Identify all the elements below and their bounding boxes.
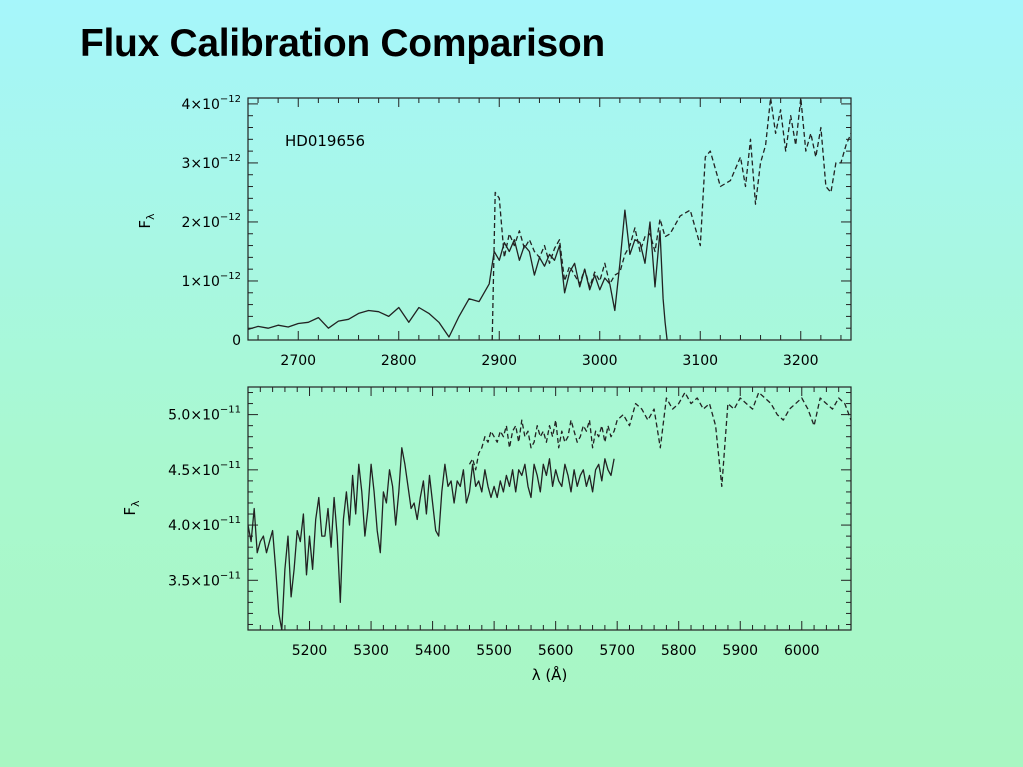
y-tick-label: 0: [232, 333, 241, 349]
dashed-spectrum-line: [491, 98, 851, 340]
x-tick-label: 5300: [353, 643, 389, 659]
y-axis-title: Fλ: [136, 213, 157, 229]
x-tick-label: 5600: [538, 643, 574, 659]
dashed-spectrum-line: [468, 391, 851, 488]
y-axis-title: Fλ: [121, 500, 142, 516]
x-tick-label: 5500: [476, 643, 512, 659]
x-tick-label: 2800: [381, 353, 417, 369]
star-name-label: HD019656: [285, 132, 365, 150]
y-tick-label: 1×10−12: [181, 271, 241, 290]
y-tick-label: 4×10−12: [181, 94, 241, 113]
x-tick-label: 3000: [582, 353, 618, 369]
y-tick-label: 2×10−12: [181, 212, 241, 231]
x-tick-label: 3200: [783, 353, 819, 369]
plot-frame: [247, 97, 852, 341]
x-tick-label: 5900: [722, 643, 758, 659]
x-tick-label: 2700: [280, 353, 316, 369]
plot-frame: [247, 386, 852, 631]
x-tick-label: 3100: [682, 353, 718, 369]
y-tick-label: 4.5×10−11: [168, 460, 241, 479]
x-tick-label: 5400: [415, 643, 451, 659]
x-tick-label: 5200: [292, 643, 328, 659]
uv-flux-panel: 2700 2800 2900 3000 3100 3200 0 1×10−12 2×10−12 3…: [136, 94, 852, 369]
slide-title: Flux Calibration Comparison: [80, 22, 605, 65]
solid-spectrum-line: [248, 209, 668, 340]
y-tick-label: 3×10−12: [181, 153, 241, 172]
x-axis-title: λ (Å): [532, 665, 568, 684]
x-tick-label: 5700: [599, 643, 635, 659]
y-tick-label: 5.0×10−11: [168, 405, 241, 424]
x-tick-label: 6000: [784, 643, 820, 659]
y-tick-label: 4.0×10−11: [168, 515, 241, 534]
solid-spectrum-line: [248, 447, 615, 630]
optical-flux-panel: 5200 5300 5400 5500 5600 5700 5800 5900 6000 3.5×…: [121, 386, 852, 684]
x-tick-label: 2900: [481, 353, 517, 369]
x-tick-label: 5800: [661, 643, 697, 659]
y-tick-label: 3.5×10−11: [168, 570, 241, 589]
